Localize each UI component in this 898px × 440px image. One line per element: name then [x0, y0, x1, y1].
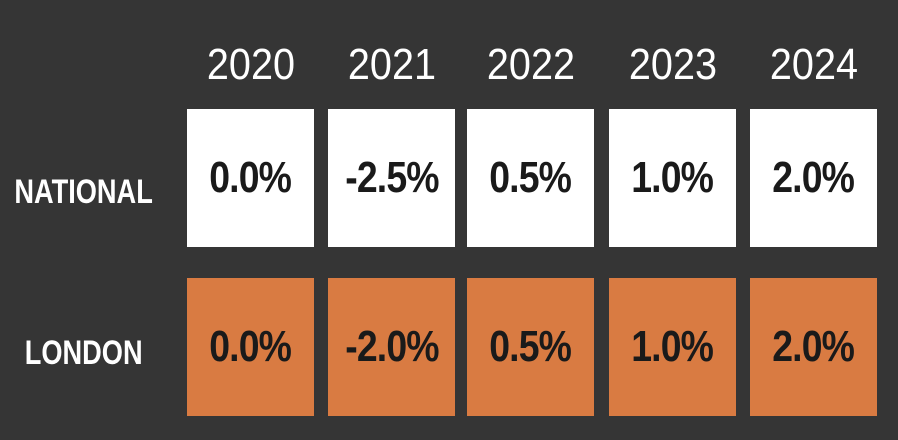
table-cell-text: 1.0% — [631, 153, 715, 202]
column-header-text: 2024 — [769, 40, 858, 89]
table-cell: 0.0% — [187, 109, 314, 247]
table-cell-text: -2.0% — [344, 322, 439, 371]
table-cell: 0.5% — [467, 278, 594, 416]
table-cell-text: 0.0% — [209, 153, 293, 202]
row-label-text: LONDON — [25, 333, 143, 372]
column-header: 2022 — [467, 35, 594, 95]
column-header-text: 2021 — [347, 40, 436, 89]
column-header-text: 2022 — [486, 40, 575, 89]
table-cell-text: 0.5% — [489, 153, 573, 202]
table-cell-text: 0.0% — [209, 322, 293, 371]
table-cell: 1.0% — [609, 278, 736, 416]
table-cell: -2.0% — [328, 278, 455, 416]
table-cell-text: 0.5% — [489, 322, 573, 371]
column-header-text: 2023 — [628, 40, 717, 89]
row-label: LONDON — [0, 323, 168, 383]
table-cell: -2.5% — [328, 109, 455, 247]
row-label-text: NATIONAL — [14, 172, 154, 211]
table-cell-text: 2.0% — [772, 322, 856, 371]
table-cell: 0.5% — [467, 109, 594, 247]
row-label: NATIONAL — [0, 162, 168, 222]
column-header: 2021 — [328, 35, 455, 95]
table-cell-text: -2.5% — [344, 153, 439, 202]
column-header: 2023 — [609, 35, 736, 95]
column-header: 2024 — [750, 35, 877, 95]
column-header-text: 2020 — [206, 40, 295, 89]
table-cell: 2.0% — [750, 109, 877, 247]
table-cell-text: 1.0% — [631, 322, 715, 371]
table-cell: 2.0% — [750, 278, 877, 416]
column-header: 2020 — [187, 35, 314, 95]
table-cell: 1.0% — [609, 109, 736, 247]
table-cell-text: 2.0% — [772, 153, 856, 202]
table-cell: 0.0% — [187, 278, 314, 416]
